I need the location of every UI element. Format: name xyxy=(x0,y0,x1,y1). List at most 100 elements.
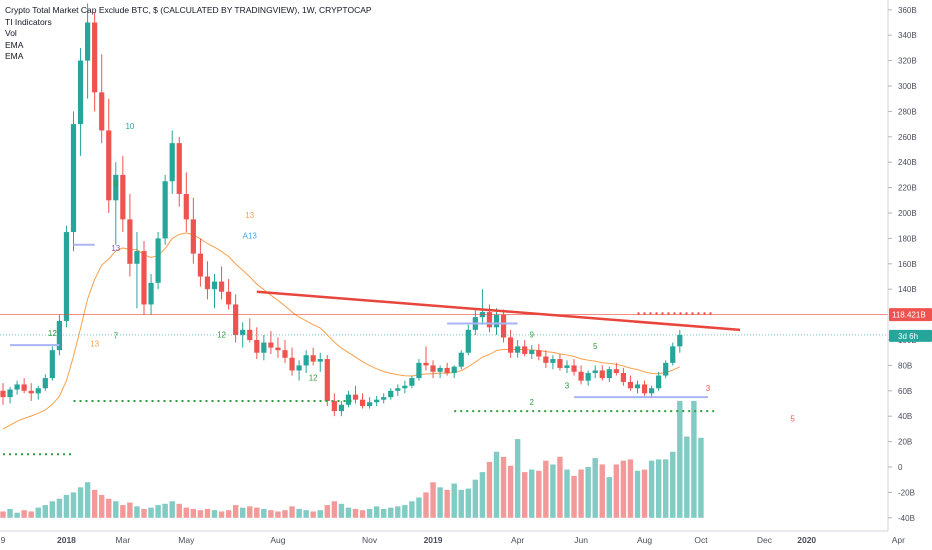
volume-bar xyxy=(599,464,605,518)
candle-body xyxy=(218,281,225,292)
legend-indicator-ema-1[interactable]: EMA xyxy=(5,39,24,50)
volume-bar xyxy=(557,456,563,518)
volume-bar xyxy=(7,508,13,518)
annotation-layer: 12 12 12 13 13 13 A13 10 9 9 7 5 3 2 5 3 xyxy=(48,122,795,423)
price-tick-label: 340B xyxy=(898,31,917,40)
candle-body xyxy=(599,370,605,379)
volume-layer xyxy=(0,400,704,518)
volume-bar xyxy=(303,510,309,518)
price-tick-label: 60B xyxy=(898,387,912,396)
volume-bar xyxy=(578,469,584,518)
volume-bar xyxy=(663,459,669,518)
candle-body xyxy=(254,340,260,353)
volume-bar xyxy=(240,507,246,518)
volume-bar xyxy=(70,492,77,518)
chart-legend: Crypto Total Market Cap Exclude BTC, $ (… xyxy=(5,5,372,63)
price-tick-label: -20B xyxy=(898,488,915,497)
candle-body xyxy=(529,350,535,354)
candle-body xyxy=(585,373,591,381)
volume-bar xyxy=(261,508,267,518)
price-tick-label: 160B xyxy=(898,260,917,269)
candle-body xyxy=(28,390,34,394)
candle-body xyxy=(7,389,13,398)
volume-bar xyxy=(472,479,479,518)
price-tick-label: 280B xyxy=(898,107,917,116)
candle-layer xyxy=(0,3,683,417)
volume-bar xyxy=(359,510,366,518)
volume-bar xyxy=(655,459,662,518)
volume-bar xyxy=(373,506,380,518)
volume-bar xyxy=(310,511,316,518)
candle-body xyxy=(557,359,563,368)
candle-body xyxy=(268,342,274,348)
price-tick-label: 200B xyxy=(898,209,917,218)
time-tick-label: Dec xyxy=(757,535,773,545)
candle-body xyxy=(381,397,387,400)
candle-body xyxy=(388,390,394,398)
legend-indicator-ema-2[interactable]: EMA xyxy=(5,51,24,61)
volume-bar xyxy=(416,497,422,518)
candle-body xyxy=(261,342,267,353)
candle-body xyxy=(141,251,147,305)
candle-body xyxy=(409,378,415,386)
volume-bar xyxy=(254,507,260,518)
time-tick-label: Mar xyxy=(116,535,131,545)
volume-bar xyxy=(430,482,436,518)
volume-bar xyxy=(183,507,189,518)
volume-bar xyxy=(698,437,704,518)
price-tick-label: 80B xyxy=(898,361,912,370)
volume-bar xyxy=(331,501,338,518)
candle-body xyxy=(240,329,246,335)
candle-body xyxy=(620,373,626,382)
volume-bar xyxy=(514,439,521,518)
volume-bar xyxy=(49,501,56,518)
price-tick-label: 140B xyxy=(898,285,917,294)
legend-indicator-ti[interactable]: TI Indicators xyxy=(5,16,52,27)
candle-body xyxy=(550,359,556,363)
candle-body xyxy=(500,314,507,338)
candle-body xyxy=(536,350,542,357)
price-tick-label: 40B xyxy=(898,412,912,421)
ema-layer xyxy=(2,232,681,430)
volume-bar xyxy=(465,488,471,518)
time-tick-label: Aug xyxy=(270,535,285,545)
candle-body xyxy=(21,384,27,391)
volume-bar xyxy=(225,510,232,518)
candle-body xyxy=(543,356,549,363)
volume-bar xyxy=(63,494,70,518)
candle-body xyxy=(85,22,91,61)
time-tick-label: 2018 xyxy=(57,535,76,545)
time-tick-label: Nov xyxy=(362,535,378,545)
volume-bar xyxy=(296,508,302,518)
volume-bar xyxy=(218,511,225,518)
chart-title[interactable]: Crypto Total Market Cap Exclude BTC, $ (… xyxy=(5,5,372,15)
candle-body xyxy=(451,366,457,374)
price-tick-label: -40B xyxy=(898,514,915,523)
volume-bar xyxy=(169,501,175,518)
legend-indicator-vol[interactable]: Vol xyxy=(5,28,17,38)
ti-annotation: 13 xyxy=(111,244,120,253)
candle-body xyxy=(169,143,175,182)
candle-body xyxy=(374,399,380,403)
candle-body xyxy=(416,362,422,379)
price-tick-label: 360B xyxy=(898,6,917,15)
volume-bar xyxy=(14,512,20,518)
candle-body xyxy=(345,394,352,405)
volume-bar xyxy=(352,508,359,518)
volume-bar xyxy=(155,505,161,518)
ti-annotation: 13 xyxy=(245,211,254,220)
ti-annotation: 3 xyxy=(706,384,711,393)
candle-body xyxy=(677,334,683,347)
candle-body xyxy=(35,388,41,394)
volume-bar xyxy=(641,469,648,518)
time-tick-label: May xyxy=(178,535,195,545)
volume-bar xyxy=(395,506,401,518)
volume-bar xyxy=(21,510,27,518)
volume-bar xyxy=(0,511,6,518)
time-tick-label: Aug xyxy=(637,535,652,545)
candle-body xyxy=(515,346,521,353)
candle-body xyxy=(359,399,366,407)
volume-bar xyxy=(317,510,323,518)
candle-body xyxy=(42,378,48,389)
